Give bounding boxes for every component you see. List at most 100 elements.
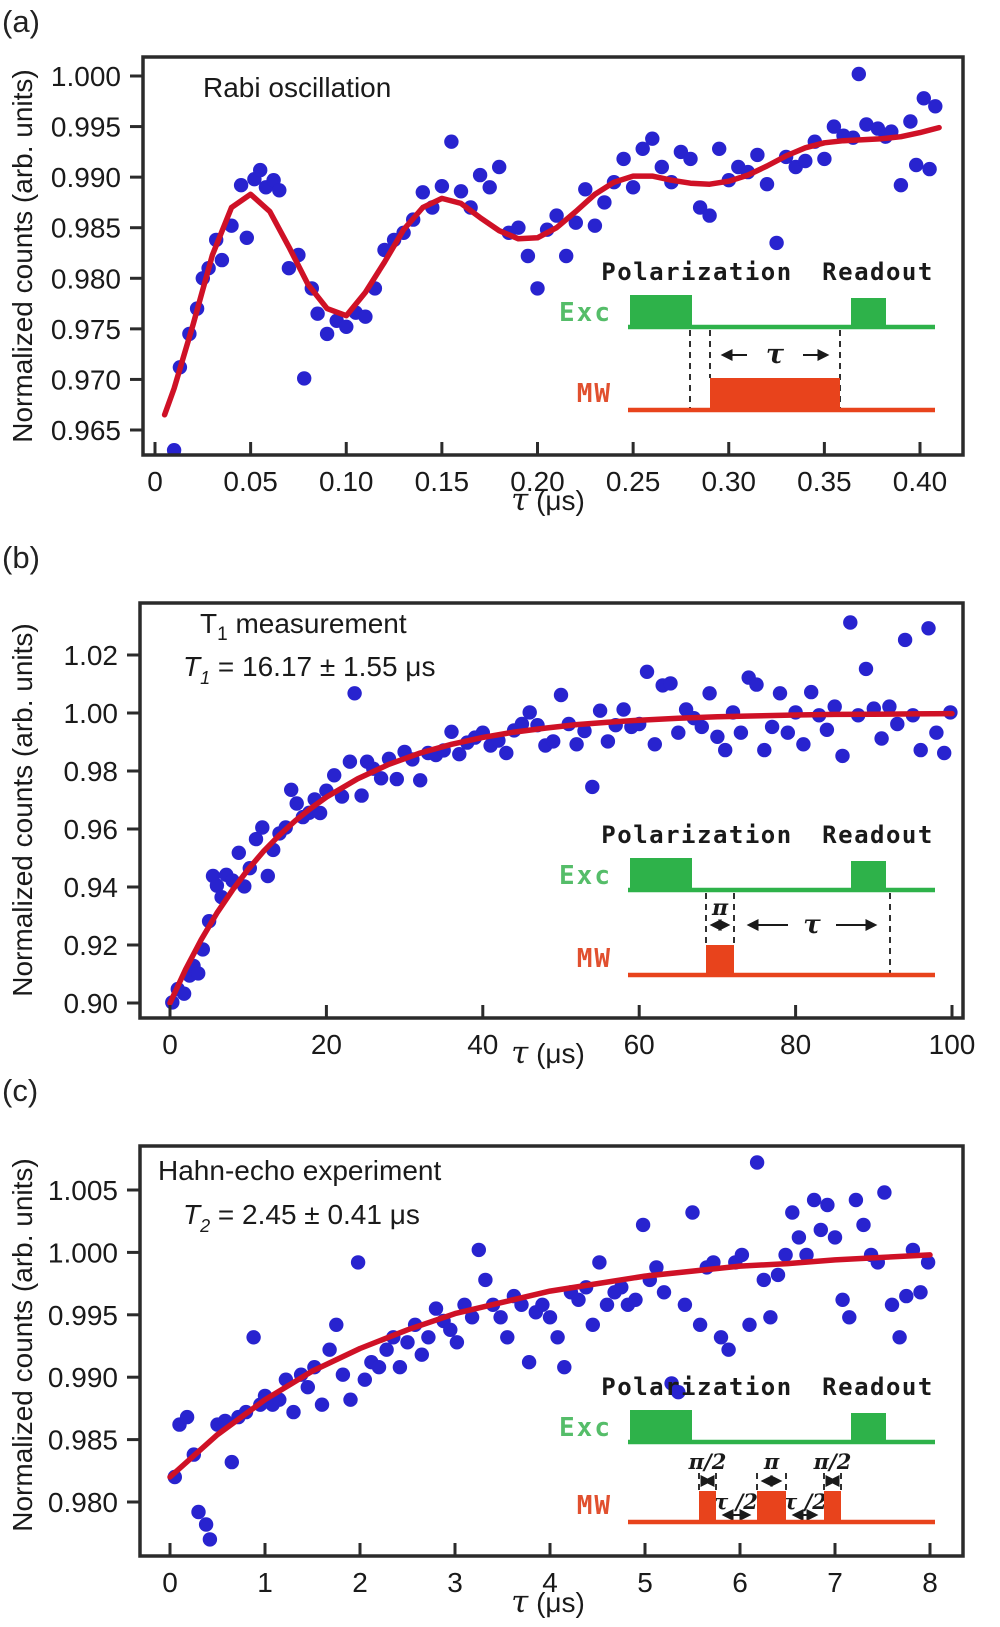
inset-mw-label: MW <box>577 1491 612 1521</box>
data-point <box>635 1217 651 1233</box>
data-point <box>639 664 655 679</box>
inset-pulse-diagram-hahn: Polarization Readout Exc π/2 π π/2 τ /2 τ /2 MW <box>559 1373 935 1525</box>
data-point <box>599 1297 615 1313</box>
data-point <box>913 742 928 758</box>
x-tick-label: 3 <box>447 1567 463 1598</box>
data-point <box>500 1330 515 1345</box>
x-tick-label: 0.40 <box>893 466 948 497</box>
data-point <box>281 261 297 276</box>
data-point <box>874 731 889 746</box>
data-point <box>764 719 780 735</box>
inset-exc-label: Exc <box>559 1413 612 1443</box>
data-point <box>769 235 784 251</box>
data-point <box>893 178 909 193</box>
data-point <box>521 1355 537 1370</box>
inset-polarization-label: Polarization <box>601 258 792 286</box>
data-point <box>856 1217 871 1233</box>
x-tick-label: 8 <box>922 1567 938 1598</box>
data-point <box>635 141 650 156</box>
data-point <box>585 1317 600 1333</box>
data-point <box>721 1342 736 1357</box>
y-tick-label: 0.985 <box>51 213 121 244</box>
panel-index-label: (b) <box>2 540 40 575</box>
panel-annotation: T2 = 2.45 ± 0.41 μs <box>183 1199 420 1236</box>
data-point <box>929 725 944 740</box>
data-point <box>616 151 631 167</box>
inset-exc-label: Exc <box>559 298 612 328</box>
data-point <box>499 745 514 761</box>
data-point <box>239 230 254 245</box>
inset-mw-label: MW <box>577 944 612 974</box>
pi-half-label: π/2 <box>688 1449 727 1474</box>
data-point <box>671 1385 686 1400</box>
data-point <box>734 1247 750 1263</box>
inset-pulse-diagram-rabi: Polarization Readout Exc τ MW <box>559 258 935 413</box>
data-point <box>414 1347 429 1362</box>
fit-curve <box>167 1252 933 1480</box>
data-point <box>827 699 842 714</box>
data-point <box>246 1330 261 1345</box>
data-point <box>742 1317 757 1333</box>
y-tick-label: 1.00 <box>64 698 119 729</box>
data-point <box>614 1280 629 1295</box>
tau-half-label: τ /2 <box>783 1489 827 1514</box>
panel-c: (c) 0 1 2 3 4 5 6 7 8 1.005 1.000 0.995 0.990 0.985 0.9… <box>2 1073 965 1620</box>
x-tick-label: 20 <box>311 1029 342 1060</box>
data-point <box>191 1504 206 1520</box>
data-point <box>347 686 362 701</box>
x-tick-label: 1 <box>257 1567 273 1598</box>
data-point <box>710 729 725 744</box>
pi-half-label: π/2 <box>813 1449 852 1474</box>
data-point <box>625 180 641 195</box>
data-point <box>757 742 772 758</box>
data-point <box>329 1317 344 1333</box>
data-point <box>522 705 537 720</box>
data-point <box>452 747 467 762</box>
data-point <box>255 820 270 835</box>
data-point <box>577 723 592 739</box>
data-point <box>600 734 616 749</box>
panel-title: Hahn-echo experiment <box>158 1155 441 1186</box>
x-axis-label: τ (μs) <box>511 482 585 518</box>
data-point <box>493 1310 508 1325</box>
data-point <box>683 151 698 167</box>
fit-curve <box>161 124 942 418</box>
x-tick-label: 0.05 <box>223 466 278 497</box>
data-point <box>214 252 230 268</box>
data-point <box>233 178 249 193</box>
data-point <box>616 702 631 717</box>
data-point <box>877 1185 892 1200</box>
data-point <box>166 443 182 454</box>
data-point <box>713 1330 729 1345</box>
data-point <box>492 159 507 175</box>
data-point <box>471 1242 486 1258</box>
x-tick-label: 7 <box>827 1567 843 1598</box>
mw-pulse <box>699 1491 716 1522</box>
data-point <box>530 281 545 296</box>
data-point <box>569 737 584 752</box>
data-point <box>677 1297 693 1313</box>
y-axis-label: Normalized counts (arb. units) <box>7 623 38 996</box>
x-tick-label: 5 <box>637 1567 653 1598</box>
y-tick-label: 0.980 <box>48 1487 118 1518</box>
mw-pulse <box>757 1491 786 1522</box>
panel-b: (b) 0 20 40 60 80 100 1.02 1.00 0.98 0.96 0.94 0.92 0… <box>2 540 975 1071</box>
data-point <box>286 1404 301 1420</box>
data-point <box>858 661 874 677</box>
data-point <box>921 621 936 636</box>
y-tick-label: 0.980 <box>51 263 121 294</box>
panel-index-label: (a) <box>2 4 40 39</box>
data-point <box>428 1301 444 1316</box>
data-point <box>835 1292 850 1308</box>
y-tick-label: 0.94 <box>64 872 119 903</box>
data-point <box>763 1310 778 1325</box>
data-point <box>928 99 943 114</box>
data-point <box>413 773 428 788</box>
y-tick-label: 0.990 <box>48 1362 118 1393</box>
data-point <box>191 966 206 981</box>
y-axis-label: Normalized counts (arb. units) <box>7 1158 38 1531</box>
data-point <box>798 153 813 169</box>
x-tick-label: 0 <box>162 1567 178 1598</box>
data-point <box>335 1367 351 1382</box>
